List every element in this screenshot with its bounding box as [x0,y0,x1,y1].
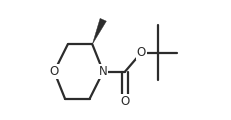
Polygon shape [92,18,106,44]
Text: O: O [120,95,130,108]
Text: O: O [137,46,146,59]
Text: N: N [99,65,108,78]
Text: O: O [49,65,59,78]
